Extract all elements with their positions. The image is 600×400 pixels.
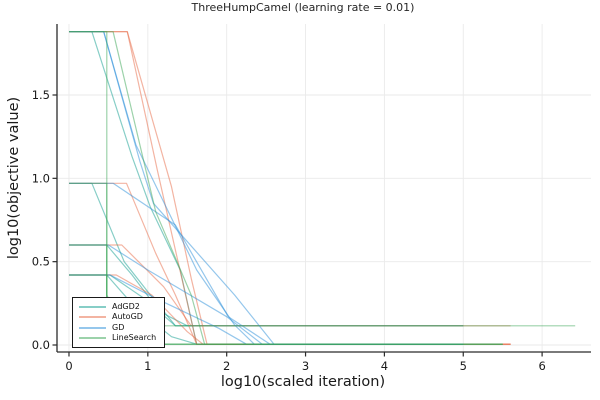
x-axis-label: log10(scaled iteration)	[220, 374, 386, 390]
legend-label: AdGD2	[112, 301, 140, 311]
x-tick-label: 3	[302, 359, 309, 373]
legend-label: GD	[112, 322, 125, 332]
legend-line-swatch	[79, 316, 106, 319]
y-tick-label: 0.0	[32, 338, 50, 352]
x-tick-label: 1	[144, 359, 151, 373]
legend-label: AutoGD	[112, 312, 143, 322]
legend-entry: AdGD2	[79, 301, 160, 311]
x-tick-label: 2	[223, 359, 230, 373]
legend: AdGD2 AutoGD GD LineSearch	[72, 297, 165, 348]
y-axis-label: log10(objective value)	[6, 96, 22, 260]
y-tick-label: 1.5	[32, 88, 50, 102]
x-tick-label: 5	[460, 359, 467, 373]
legend-entry: GD	[79, 322, 160, 332]
x-tick-label: 0	[65, 359, 72, 373]
legend-line-swatch	[79, 326, 106, 329]
legend-entry: AutoGD	[79, 313, 160, 321]
x-tick-label: 4	[381, 359, 388, 373]
legend-entry: LineSearch	[79, 334, 160, 342]
legend-line-swatch	[79, 337, 106, 340]
y-tick-label: 0.5	[32, 255, 50, 269]
y-tick-label: 1.0	[32, 171, 50, 185]
x-tick-label: 6	[538, 359, 545, 373]
legend-label: LineSearch	[112, 333, 157, 343]
chart-title: ThreeHumpCamel (learning rate = 0.01)	[191, 1, 415, 14]
legend-line-swatch	[79, 305, 106, 308]
